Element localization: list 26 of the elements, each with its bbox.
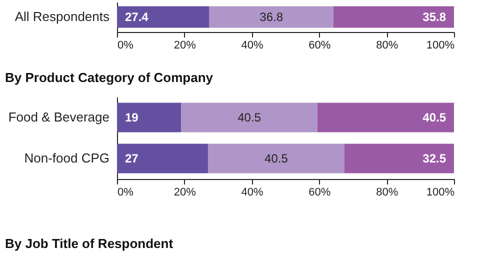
x-tick-label: 40% (241, 40, 264, 52)
x-tick-label: 80% (376, 40, 398, 52)
x-tick-label: 0% (118, 186, 134, 198)
text: By Job Title of Respondent (5, 236, 174, 251)
data-label: 40.5 (422, 110, 446, 124)
x-tick-label: 100% (426, 186, 455, 198)
data-label: 27.4 (125, 10, 149, 24)
x-tick-label: 20% (174, 186, 196, 198)
x-tick-label: 80% (376, 186, 398, 198)
data-label: 32.5 (422, 152, 446, 166)
x-tick-label: 20% (174, 40, 196, 52)
data-label: 36.8 (260, 10, 284, 24)
data-label: 27 (125, 152, 139, 166)
data-label: 35.8 (422, 10, 446, 24)
data-label: 19 (125, 110, 139, 124)
chart-title: By Product Category of Company (5, 70, 214, 85)
y-tick-label: Food & Beverage (8, 110, 110, 124)
x-tick-label: 60% (308, 186, 331, 198)
data-label: 40.5 (264, 152, 288, 166)
x-tick-label: 60% (308, 40, 331, 52)
y-tick-label: Non-food CPG (24, 150, 110, 166)
data-label: 40.5 (238, 110, 262, 124)
x-tick-label: 0% (118, 40, 134, 52)
x-tick-label: 40% (241, 186, 264, 198)
y-tick-label: All Respondents (14, 9, 110, 24)
x-tick-label: 100% (426, 40, 455, 52)
